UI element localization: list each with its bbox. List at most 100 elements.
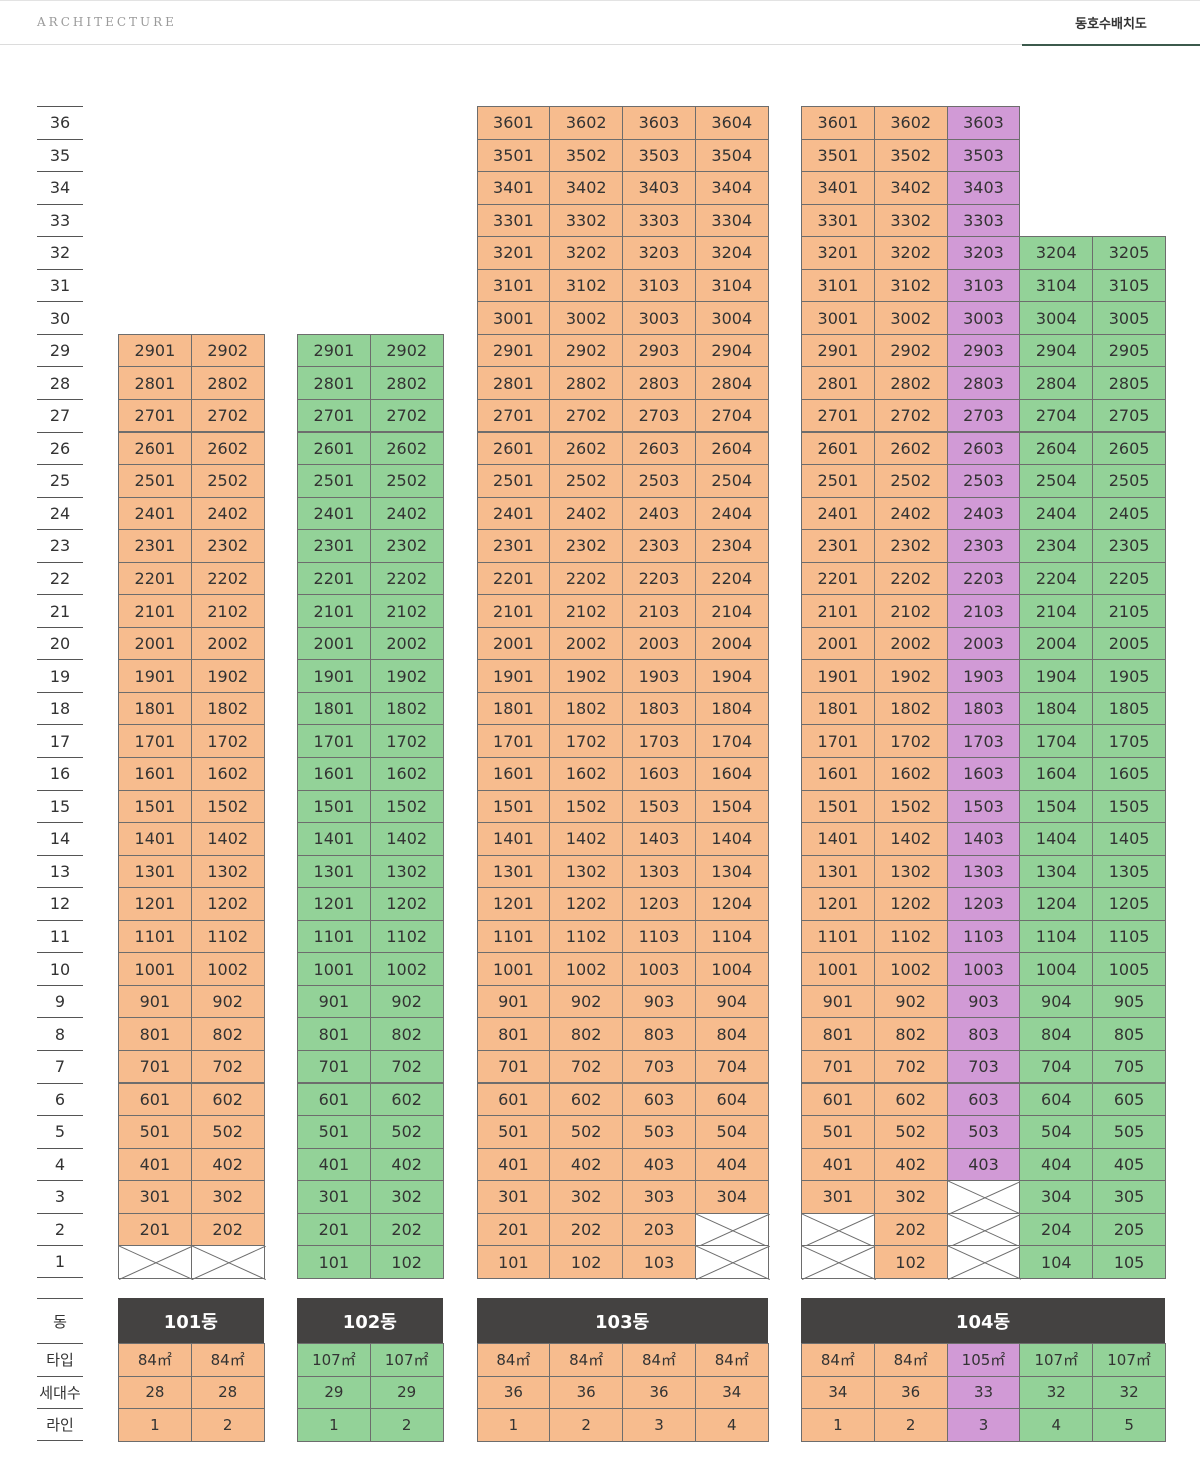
unit-cell[interactable]: 2602: [549, 431, 624, 466]
unit-cell[interactable]: 2601: [118, 431, 192, 466]
unit-cell[interactable]: 2901: [801, 333, 875, 368]
unit-cell[interactable]: 402: [369, 1147, 444, 1182]
unit-cell[interactable]: 2701: [476, 398, 551, 433]
unit-cell[interactable]: 901: [297, 984, 371, 1019]
unit-cell[interactable]: 403: [622, 1147, 696, 1182]
unit-cell[interactable]: 2002: [873, 626, 948, 661]
unit-cell[interactable]: 2404: [1019, 496, 1094, 531]
unit-cell[interactable]: 2702: [873, 398, 948, 433]
unit-cell[interactable]: 1604: [1019, 757, 1094, 791]
unit-cell[interactable]: 1301: [118, 854, 192, 889]
unit-cell[interactable]: 901: [801, 984, 875, 1019]
unit-cell[interactable]: 1301: [476, 854, 551, 889]
unit-cell[interactable]: 1402: [190, 822, 265, 856]
unit-cell[interactable]: 3002: [873, 301, 948, 335]
unit-cell[interactable]: 2002: [369, 626, 444, 661]
unit-cell[interactable]: 2103: [946, 594, 1021, 628]
unit-cell[interactable]: 804: [1019, 1017, 1094, 1051]
unit-cell[interactable]: 902: [190, 984, 265, 1019]
unit-cell[interactable]: 2001: [297, 626, 371, 661]
unit-cell[interactable]: 2601: [801, 431, 875, 466]
unit-cell[interactable]: 2502: [549, 464, 624, 498]
unit-cell[interactable]: 1903: [946, 659, 1021, 693]
unit-cell[interactable]: 2102: [190, 594, 265, 628]
unit-cell[interactable]: 404: [694, 1147, 769, 1182]
unit-cell[interactable]: 1101: [118, 919, 192, 954]
unit-cell[interactable]: 2302: [190, 529, 265, 563]
unit-cell[interactable]: 2001: [476, 626, 551, 661]
unit-cell[interactable]: 2402: [190, 496, 265, 531]
unit-cell[interactable]: 501: [118, 1115, 192, 1149]
unit-cell[interactable]: 2004: [1019, 626, 1094, 661]
unit-cell[interactable]: 402: [549, 1147, 624, 1182]
unit-cell[interactable]: 1701: [801, 724, 875, 758]
unit-cell[interactable]: 2002: [190, 626, 265, 661]
unit-cell[interactable]: 2005: [1092, 626, 1166, 661]
unit-cell[interactable]: 2301: [801, 529, 875, 563]
unit-cell[interactable]: 3004: [1019, 301, 1094, 335]
unit-cell[interactable]: 1303: [946, 854, 1021, 889]
unit-cell[interactable]: 1604: [694, 757, 769, 791]
unit-cell[interactable]: 301: [801, 1180, 875, 1214]
unit-cell[interactable]: 2802: [549, 366, 624, 400]
unit-cell[interactable]: 2003: [622, 626, 696, 661]
unit-cell[interactable]: 3101: [801, 268, 875, 303]
unit-cell[interactable]: 1602: [190, 757, 265, 791]
unit-cell[interactable]: 1901: [118, 659, 192, 693]
unit-cell[interactable]: 1301: [801, 854, 875, 889]
unit-cell[interactable]: 1002: [190, 952, 265, 986]
unit-cell[interactable]: 1601: [297, 757, 371, 791]
unit-cell[interactable]: 2301: [476, 529, 551, 563]
unit-cell[interactable]: 1501: [297, 789, 371, 824]
unit-cell[interactable]: 1302: [549, 854, 624, 889]
unit-cell[interactable]: 702: [873, 1049, 948, 1084]
unit-cell[interactable]: 2704: [1019, 398, 1094, 433]
unit-cell[interactable]: 701: [118, 1049, 192, 1084]
unit-cell[interactable]: 1504: [1019, 789, 1094, 824]
unit-cell[interactable]: 805: [1092, 1017, 1166, 1051]
unit-cell[interactable]: 2705: [1092, 398, 1166, 433]
unit-cell[interactable]: 3203: [946, 236, 1021, 270]
unit-cell[interactable]: 3301: [801, 203, 875, 238]
unit-cell[interactable]: 2301: [118, 529, 192, 563]
unit-cell[interactable]: 2804: [1019, 366, 1094, 400]
unit-cell[interactable]: 2202: [369, 561, 444, 596]
unit-cell[interactable]: 1302: [190, 854, 265, 889]
unit-cell[interactable]: 1003: [622, 952, 696, 986]
unit-cell[interactable]: 2901: [476, 333, 551, 368]
unit-cell[interactable]: 1504: [694, 789, 769, 824]
unit-cell[interactable]: 2802: [873, 366, 948, 400]
unit-cell[interactable]: 605: [1092, 1082, 1166, 1117]
unit-cell[interactable]: 1001: [801, 952, 875, 986]
unit-cell[interactable]: 901: [118, 984, 192, 1019]
unit-cell[interactable]: 2702: [369, 398, 444, 433]
unit-cell[interactable]: 2104: [1019, 594, 1094, 628]
unit-cell[interactable]: 702: [190, 1049, 265, 1084]
unit-cell[interactable]: 2201: [801, 561, 875, 596]
unit-cell[interactable]: 602: [190, 1082, 265, 1117]
unit-cell[interactable]: 2402: [549, 496, 624, 531]
unit-cell[interactable]: 902: [549, 984, 624, 1019]
unit-cell[interactable]: 1803: [946, 691, 1021, 726]
unit-cell[interactable]: 2401: [801, 496, 875, 531]
unit-cell[interactable]: 405: [1092, 1147, 1166, 1182]
unit-cell[interactable]: 2504: [694, 464, 769, 498]
unit-cell[interactable]: 1502: [549, 789, 624, 824]
unit-cell[interactable]: 3302: [549, 203, 624, 238]
unit-cell[interactable]: 1901: [297, 659, 371, 693]
unit-cell[interactable]: 1103: [946, 919, 1021, 954]
unit-cell[interactable]: 1002: [873, 952, 948, 986]
unit-cell[interactable]: 1702: [873, 724, 948, 758]
unit-cell[interactable]: 1404: [694, 822, 769, 856]
unit-cell[interactable]: 1603: [946, 757, 1021, 791]
unit-cell[interactable]: 601: [476, 1082, 551, 1117]
unit-cell[interactable]: 2501: [476, 464, 551, 498]
unit-cell[interactable]: 102: [549, 1245, 624, 1279]
unit-cell[interactable]: 601: [118, 1082, 192, 1117]
unit-cell[interactable]: 2302: [369, 529, 444, 563]
unit-cell[interactable]: 3502: [873, 138, 948, 173]
unit-cell[interactable]: 3102: [549, 268, 624, 303]
unit-cell[interactable]: 2803: [622, 366, 696, 400]
unit-cell[interactable]: 2201: [118, 561, 192, 596]
unit-cell[interactable]: 1402: [873, 822, 948, 856]
